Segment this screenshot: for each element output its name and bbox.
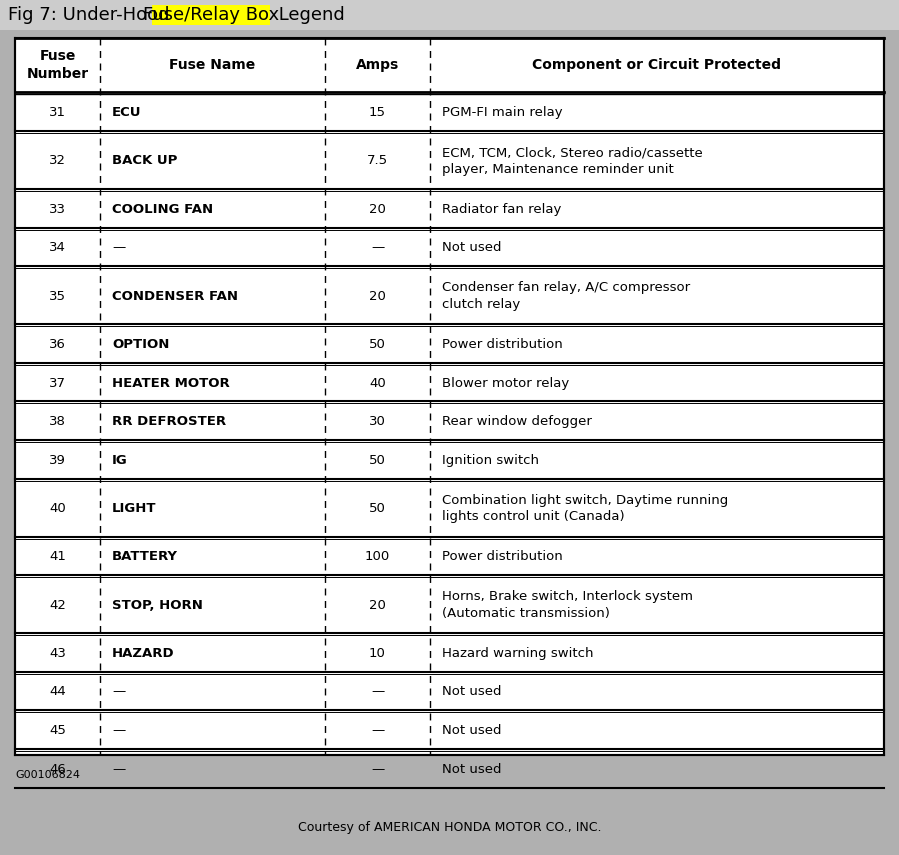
Text: 10: 10	[369, 647, 386, 660]
Text: Component or Circuit Protected: Component or Circuit Protected	[532, 58, 781, 72]
Text: Radiator fan relay: Radiator fan relay	[442, 203, 561, 215]
Text: 31: 31	[49, 106, 66, 119]
Text: 15: 15	[369, 106, 386, 119]
Text: 32: 32	[49, 155, 66, 168]
Text: Fuse/Relay Box: Fuse/Relay Box	[143, 6, 279, 24]
Text: 40: 40	[49, 502, 66, 515]
Text: —: —	[371, 241, 384, 254]
Bar	[152, 5, 270, 25]
Text: OPTION: OPTION	[112, 338, 169, 351]
Text: Condenser fan relay, A/C compressor
clutch relay: Condenser fan relay, A/C compressor clut…	[442, 281, 690, 311]
Text: Ignition switch: Ignition switch	[442, 454, 539, 467]
Text: COOLING FAN: COOLING FAN	[112, 203, 213, 215]
Text: 50: 50	[369, 338, 386, 351]
Text: LIGHT: LIGHT	[112, 502, 156, 515]
Text: Blower motor relay: Blower motor relay	[442, 376, 569, 390]
Text: STOP, HORN: STOP, HORN	[112, 598, 203, 611]
Text: Not used: Not used	[442, 241, 502, 254]
Text: ECU: ECU	[112, 106, 141, 119]
Text: Power distribution: Power distribution	[442, 338, 563, 351]
Text: 30: 30	[369, 416, 386, 428]
Text: Fuse
Number: Fuse Number	[26, 50, 89, 80]
Text: —: —	[371, 763, 384, 775]
Text: Power distribution: Power distribution	[442, 551, 563, 563]
Bar	[15, 38, 884, 755]
Text: 38: 38	[49, 416, 66, 428]
Text: Legend: Legend	[273, 6, 344, 24]
Text: 39: 39	[49, 454, 66, 467]
Text: 33: 33	[49, 203, 66, 215]
Text: 45: 45	[49, 724, 66, 737]
Text: 44: 44	[49, 686, 66, 699]
Text: 43: 43	[49, 647, 66, 660]
Text: Not used: Not used	[442, 724, 502, 737]
Text: PGM-FI main relay: PGM-FI main relay	[442, 106, 563, 119]
Text: CONDENSER FAN: CONDENSER FAN	[112, 290, 238, 303]
Text: —: —	[112, 763, 125, 775]
Text: 42: 42	[49, 598, 66, 611]
Text: BATTERY: BATTERY	[112, 551, 178, 563]
Text: 34: 34	[49, 241, 66, 254]
Text: 20: 20	[369, 598, 386, 611]
Text: —: —	[112, 241, 125, 254]
Text: 36: 36	[49, 338, 66, 351]
Text: G00106824: G00106824	[15, 770, 80, 780]
Text: HEATER MOTOR: HEATER MOTOR	[112, 376, 230, 390]
Text: 20: 20	[369, 203, 386, 215]
Text: 7.5: 7.5	[367, 155, 388, 168]
Text: 50: 50	[369, 502, 386, 515]
Text: 35: 35	[49, 290, 66, 303]
Text: 41: 41	[49, 551, 66, 563]
Text: —: —	[371, 724, 384, 737]
Text: Hazard warning switch: Hazard warning switch	[442, 647, 593, 660]
Text: Not used: Not used	[442, 686, 502, 699]
Text: RR DEFROSTER: RR DEFROSTER	[112, 416, 227, 428]
Text: 100: 100	[365, 551, 390, 563]
Text: Fuse Name: Fuse Name	[169, 58, 255, 72]
Text: 46: 46	[49, 763, 66, 775]
Text: Courtesy of AMERICAN HONDA MOTOR CO., INC.: Courtesy of AMERICAN HONDA MOTOR CO., IN…	[298, 821, 601, 834]
Text: Horns, Brake switch, Interlock system
(Automatic transmission): Horns, Brake switch, Interlock system (A…	[442, 590, 693, 620]
Text: 37: 37	[49, 376, 66, 390]
Text: HAZARD: HAZARD	[112, 647, 174, 660]
Text: Rear window defogger: Rear window defogger	[442, 416, 592, 428]
Text: —: —	[112, 724, 125, 737]
Text: Combination light switch, Daytime running
lights control unit (Canada): Combination light switch, Daytime runnin…	[442, 493, 728, 523]
Text: —: —	[371, 686, 384, 699]
Text: 40: 40	[369, 376, 386, 390]
Text: ECM, TCM, Clock, Stereo radio/cassette
player, Maintenance reminder unit: ECM, TCM, Clock, Stereo radio/cassette p…	[442, 146, 703, 175]
Text: 50: 50	[369, 454, 386, 467]
Text: Not used: Not used	[442, 763, 502, 775]
Bar	[0, 0, 899, 30]
Text: Fig 7: Under-Hood: Fig 7: Under-Hood	[8, 6, 175, 24]
Text: —: —	[112, 686, 125, 699]
Text: Amps: Amps	[356, 58, 399, 72]
Text: 20: 20	[369, 290, 386, 303]
Text: BACK UP: BACK UP	[112, 155, 177, 168]
Text: IG: IG	[112, 454, 128, 467]
